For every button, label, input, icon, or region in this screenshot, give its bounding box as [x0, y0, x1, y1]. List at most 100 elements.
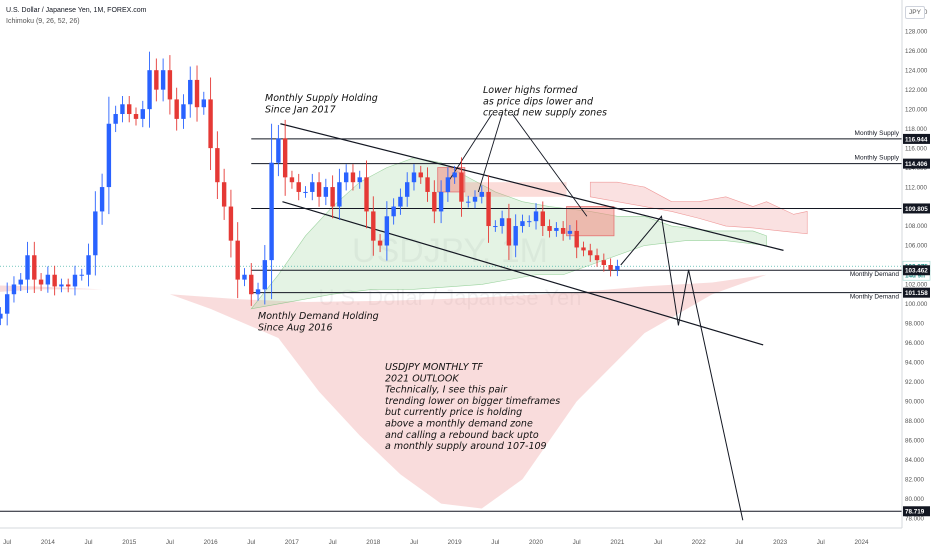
trendline-upper	[280, 123, 784, 251]
x-tick-label-3: Jul	[85, 539, 93, 546]
candle-body-65	[398, 196, 403, 207]
candle-body-76	[472, 196, 478, 202]
candle-body-64	[391, 206, 396, 217]
candle-body-37	[208, 99, 213, 149]
candle-body-19	[86, 255, 91, 275]
candle-body-59	[357, 177, 362, 183]
candle-body-21	[99, 187, 105, 212]
candle-body-38	[215, 148, 220, 183]
price-label-box-8	[903, 506, 930, 517]
candle-body-6	[0, 313, 3, 319]
y-tick-label-4: 84.000	[905, 457, 924, 464]
indicator-legend[interactable]: Ichimoku (9, 26, 52, 26)	[6, 18, 80, 25]
callout-line-1	[447, 113, 493, 183]
price-label-7: 101.158	[905, 290, 928, 297]
price-label-5: 14d 9h	[905, 273, 925, 280]
candle-body-71	[438, 191, 444, 212]
candle-body-10	[25, 255, 30, 280]
price-label-6: 103.462	[905, 268, 928, 275]
candle-body-57	[343, 172, 349, 183]
candle-body-20	[93, 211, 98, 256]
candle-body-72	[445, 177, 451, 192]
y-tick-label-16: 108.000	[905, 223, 928, 230]
candle-body-47	[276, 138, 281, 163]
y-tick-label-2: 80.000	[905, 496, 924, 503]
candle-body-55	[330, 187, 335, 207]
callout-line-2	[477, 113, 503, 193]
candle-body-16	[66, 284, 71, 287]
x-tick-label-19: Jul	[735, 539, 743, 546]
annotation-1: Monthly Supply Holding Since Jan 2017	[265, 93, 378, 115]
candle-body-12	[38, 279, 44, 285]
annotation-3: Monthly Demand Holding Since Aug 2016	[258, 311, 379, 333]
candle-body-32	[174, 99, 179, 119]
x-tick-label-22: 2024	[854, 539, 869, 546]
level-label-4: Monthly Demand	[850, 271, 900, 278]
price-label-box-1	[903, 133, 930, 144]
y-tick-label-3: 82.000	[905, 476, 924, 483]
candle-body-48	[282, 138, 288, 178]
x-tick-label-1: Jul	[3, 539, 11, 546]
level-label-2: Monthly Supply	[855, 155, 900, 162]
y-tick-label-13: 102.000	[905, 282, 928, 289]
candle-body-91	[574, 230, 579, 248]
currency-badge[interactable]: JPY	[905, 6, 925, 19]
y-tick-label-18: 112.000	[905, 184, 927, 191]
price-label-2: 114.406	[905, 161, 928, 168]
y-tick-label-12: 100.000	[905, 301, 928, 308]
x-tick-label-9: Jul	[329, 539, 337, 546]
y-tick-label-1: 78.000	[905, 515, 924, 522]
y-tick-label-26: 128.000	[905, 28, 928, 35]
candle-body-24	[120, 104, 125, 115]
candle-body-63	[384, 216, 390, 246]
candle-body-81	[506, 218, 512, 246]
candle-body-67	[411, 172, 417, 183]
candle-body-95	[601, 260, 607, 265]
candle-body-18	[79, 274, 84, 276]
candle-body-14	[52, 274, 57, 287]
candle-body-92	[581, 247, 586, 251]
ichimoku-cloud-red-early	[0, 274, 808, 509]
candle-body-90	[567, 230, 573, 234]
price-label-3: 109.805	[905, 206, 928, 213]
candle-body-25	[127, 104, 132, 115]
candle-body-56	[337, 182, 342, 207]
candle-body-83	[520, 221, 525, 227]
price-label-box-7	[903, 287, 930, 298]
price-label-box-6	[903, 265, 930, 276]
candle-body-61	[371, 211, 376, 241]
candle-body-22	[106, 123, 112, 188]
x-tick-label-7: Jul	[247, 539, 255, 546]
candle-body-7	[4, 294, 10, 314]
y-tick-label-8: 92.000	[905, 379, 924, 386]
x-tick-label-2: 2014	[41, 539, 56, 546]
candle-body-35	[194, 79, 200, 108]
x-tick-label-14: 2020	[529, 539, 544, 546]
y-tick-label-6: 88.000	[905, 418, 924, 425]
level-label-5: Monthly Demand	[850, 294, 900, 301]
candle-body-30	[160, 70, 166, 90]
x-tick-label-8: 2017	[285, 539, 300, 546]
candle-body-73	[452, 172, 457, 178]
y-tick-label-22: 120.000	[905, 106, 928, 113]
candle-body-11	[32, 255, 37, 280]
candle-body-15	[59, 284, 64, 287]
candle-body-86	[540, 211, 545, 227]
x-tick-label-13: Jul	[491, 539, 499, 546]
price-label-box-2	[903, 158, 930, 169]
y-tick-label-7: 90.000	[905, 399, 924, 406]
candle-body-53	[316, 182, 322, 197]
candle-body-75	[466, 201, 471, 203]
x-tick-label-15: Jul	[573, 539, 581, 546]
candle-body-82	[513, 226, 518, 246]
x-tick-label-10: 2018	[366, 539, 381, 546]
x-tick-label-21: Jul	[817, 539, 825, 546]
candle-body-34	[188, 79, 193, 105]
watermark-name: U.S. Dollar / Japanese Yen	[319, 285, 582, 310]
candle-body-58	[350, 172, 356, 183]
candle-body-31	[167, 70, 173, 100]
candle-body-41	[235, 240, 240, 280]
price-label-box-3	[903, 203, 930, 214]
